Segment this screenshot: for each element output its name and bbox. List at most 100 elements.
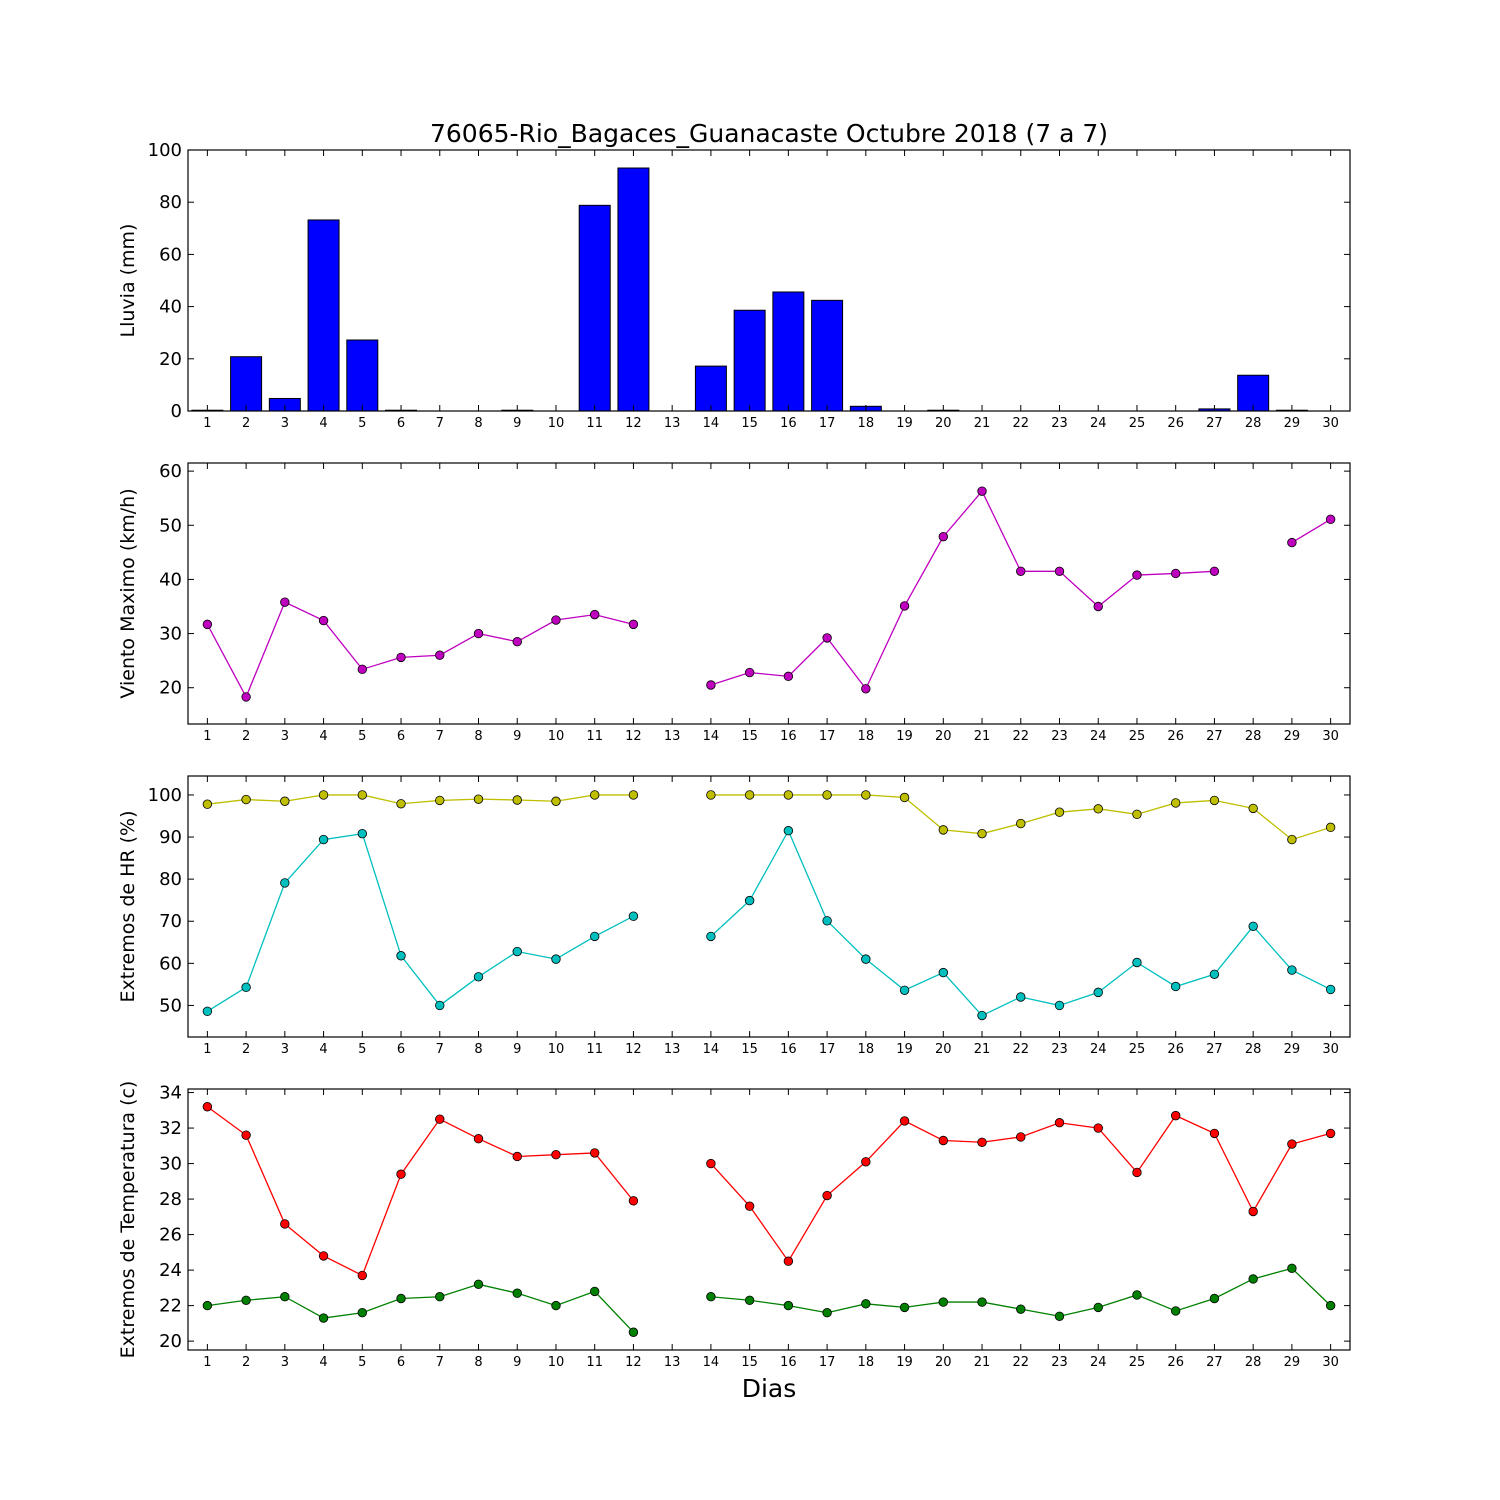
hr-series-1-point-day-11: [590, 931, 600, 942]
temp-series-1-point-day-6: [396, 1293, 406, 1304]
hr-series-1-point-day-9: [512, 946, 522, 957]
wind-series-0-point-day-7: [435, 650, 445, 660]
hr-series-1-point-day-20: [938, 967, 949, 978]
wind-xtick-label-7: 7: [436, 729, 444, 744]
wind-series-0-point-day-4: [318, 615, 329, 626]
hr-series-1-point-day-21: [977, 1010, 987, 1021]
temp-xtick-label-9: 9: [513, 1355, 521, 1370]
wind-series-0-point-day-26: [1170, 568, 1181, 579]
rain-xtick-label-21: 21: [974, 416, 991, 431]
rain-xtick-label-14: 14: [703, 416, 720, 431]
rain-xtick-label-2: 2: [242, 416, 250, 431]
temp-ytick-label-28: 28: [159, 1189, 182, 1210]
wind-xtick-label-21: 21: [974, 729, 991, 744]
hr-xtick-label-15: 15: [741, 1042, 758, 1057]
hr-ytick-label-100: 100: [148, 785, 182, 806]
hr-xtick-label-3: 3: [281, 1042, 289, 1057]
temp-series-0-point-day-16: [783, 1256, 794, 1266]
temp-series-1-point-day-19: [899, 1302, 910, 1313]
temp-y-axis-title: Extremos de Temperatura (c): [117, 1081, 139, 1359]
rain-xtick-label-5: 5: [358, 416, 366, 431]
temp-series-0-point-day-3: [280, 1219, 290, 1229]
temp-series-1-point-day-21: [977, 1297, 987, 1307]
hr-series-1-point-day-17: [822, 916, 832, 926]
hr-series-1-point-day-23: [1054, 1000, 1065, 1011]
temp-series-1-point-day-5: [357, 1308, 368, 1318]
x-axis-title: Dias: [742, 1374, 797, 1403]
wind-series-0-point-day-25: [1132, 570, 1142, 580]
hr-series-0-point-day-27: [1209, 795, 1220, 806]
temp-series-1-point-day-23: [1054, 1311, 1065, 1321]
wind-series-0-point-day-27: [1209, 566, 1220, 577]
hr-series-0-point-day-12: [628, 790, 639, 800]
temp-series-0-point-day-23: [1054, 1118, 1065, 1128]
hr-series-1-line-0: [207, 832, 634, 1012]
hr-series-1-point-day-8: [473, 972, 484, 982]
temp-series-0-point-day-27: [1209, 1128, 1220, 1139]
temp-series-0-point-day-12: [628, 1196, 639, 1206]
temp-series-1-point-day-3: [280, 1292, 290, 1302]
temp-xtick-label-16: 16: [780, 1355, 797, 1370]
temp-series-0-point-day-8: [473, 1134, 484, 1144]
hr-xtick-label-30: 30: [1322, 1042, 1339, 1057]
wind-series-0-point-day-11: [590, 609, 600, 620]
rain-xtick-label-9: 9: [513, 416, 521, 431]
wind-xtick-label-23: 23: [1051, 729, 1068, 744]
wind-series-0-point-day-30: [1325, 514, 1336, 525]
hr-xtick-label-20: 20: [935, 1042, 952, 1057]
wind-ytick-label-50: 50: [159, 515, 182, 536]
hr-ytick-label-70: 70: [159, 911, 182, 932]
rain-xtick-label-10: 10: [548, 416, 565, 431]
wind-series-0-line-2: [1291, 518, 1331, 544]
temp-series-0-point-day-14: [706, 1158, 716, 1169]
temp-xtick-label-25: 25: [1129, 1355, 1146, 1370]
wind-xtick-label-5: 5: [358, 729, 366, 744]
temp-series-1-point-day-9: [512, 1288, 522, 1298]
rain-xtick-label-18: 18: [858, 416, 875, 431]
hr-series-0-point-day-23: [1054, 807, 1065, 817]
rain-ytick-label-80: 80: [159, 192, 182, 213]
chart-title: 76065-Rio_Bagaces_Guanacaste Octubre 201…: [430, 119, 1108, 148]
temp-series-0-point-day-30: [1325, 1128, 1336, 1139]
temp-ytick-label-22: 22: [159, 1296, 182, 1317]
wind-series-0-point-day-24: [1093, 601, 1103, 612]
hr-series-1-point-day-18: [861, 954, 871, 964]
hr-series-0-point-day-11: [590, 790, 600, 800]
hr-series-0-point-day-18: [861, 790, 871, 800]
temp-series-1-point-day-17: [822, 1308, 832, 1318]
hr-xtick-label-24: 24: [1090, 1042, 1107, 1057]
rain-xtick-label-16: 16: [780, 416, 797, 431]
rain-xtick-label-17: 17: [819, 416, 836, 431]
hr-series-1-point-day-28: [1248, 921, 1258, 931]
hr-ytick-label-90: 90: [159, 827, 182, 848]
temp-xtick-label-17: 17: [819, 1355, 836, 1370]
hr-xtick-label-28: 28: [1245, 1042, 1262, 1057]
temp-series-1-point-day-10: [551, 1300, 561, 1311]
hr-series-0-point-day-4: [318, 790, 329, 800]
rain-bar-day-2: [230, 356, 263, 412]
hr-series-0-line-1: [710, 794, 1331, 841]
wind-xtick-label-2: 2: [242, 729, 250, 744]
hr-series-1-point-day-16: [783, 826, 794, 836]
temp-series-1-point-day-22: [1016, 1304, 1026, 1314]
rain-xtick-label-26: 26: [1167, 416, 1184, 431]
hr-xtick-label-2: 2: [242, 1042, 250, 1057]
hr-series-0-line-0: [207, 794, 634, 805]
wind-ytick-label-30: 30: [159, 624, 182, 645]
temp-xtick-label-6: 6: [397, 1355, 405, 1370]
temp-ytick-label-26: 26: [159, 1225, 182, 1246]
wind-series-0-point-day-14: [706, 680, 716, 690]
rain-ytick-label-20: 20: [159, 349, 182, 370]
hr-series-1-point-day-15: [744, 895, 755, 906]
temp-ytick-label-30: 30: [159, 1154, 182, 1175]
panel-hr: 1 2 3 4 5 6 7 8 9 10 11 12 13 14 15 16 17 18 19 20 21 22 23 24 2…: [117, 775, 1351, 1057]
hr-xtick-label-5: 5: [358, 1042, 366, 1057]
hr-xtick-label-4: 4: [319, 1042, 327, 1057]
hr-series-0-point-day-20: [938, 825, 949, 835]
hr-series-0-point-day-3: [280, 796, 290, 806]
hr-series-0-point-day-8: [473, 794, 484, 804]
wind-y-axis-title: Viento Maximo (km/h): [117, 488, 139, 698]
hr-series-0-point-day-14: [706, 790, 716, 800]
rain-bar-day-5: [346, 339, 379, 412]
rain-xtick-label-25: 25: [1129, 416, 1146, 431]
